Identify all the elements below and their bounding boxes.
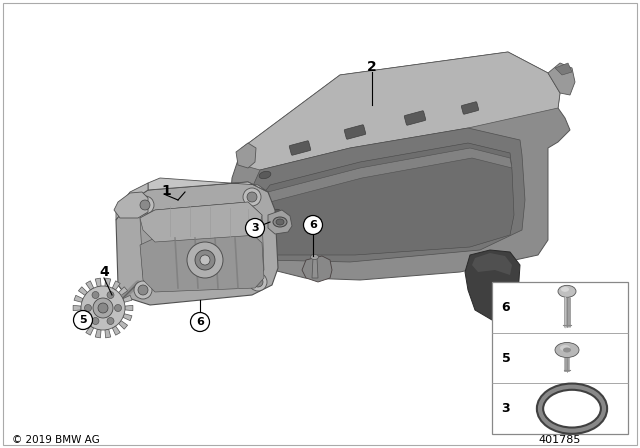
Polygon shape: [228, 52, 570, 280]
Circle shape: [93, 298, 113, 318]
Ellipse shape: [269, 209, 281, 217]
Text: 401785: 401785: [539, 435, 581, 445]
Circle shape: [138, 285, 148, 295]
Polygon shape: [140, 202, 262, 242]
Circle shape: [74, 310, 93, 329]
Ellipse shape: [273, 217, 287, 227]
Polygon shape: [105, 278, 111, 287]
Bar: [492, 282, 628, 434]
FancyBboxPatch shape: [344, 125, 365, 139]
Polygon shape: [73, 306, 81, 310]
Circle shape: [187, 242, 223, 278]
Polygon shape: [86, 281, 93, 290]
Circle shape: [140, 200, 150, 210]
Polygon shape: [112, 326, 120, 335]
Polygon shape: [472, 253, 512, 275]
Polygon shape: [79, 321, 88, 329]
Polygon shape: [123, 314, 132, 321]
Circle shape: [92, 318, 99, 324]
Text: 3: 3: [502, 402, 510, 415]
Text: 4: 4: [99, 265, 109, 279]
Circle shape: [249, 273, 267, 291]
Polygon shape: [555, 63, 572, 75]
Polygon shape: [465, 250, 520, 320]
Polygon shape: [114, 192, 148, 218]
Polygon shape: [236, 143, 256, 168]
Polygon shape: [268, 210, 292, 234]
Ellipse shape: [259, 171, 271, 179]
Polygon shape: [268, 148, 512, 202]
Polygon shape: [118, 321, 127, 329]
Polygon shape: [116, 183, 148, 220]
Polygon shape: [74, 295, 83, 302]
Circle shape: [107, 318, 114, 324]
Circle shape: [253, 277, 263, 287]
Polygon shape: [79, 287, 88, 295]
Circle shape: [107, 292, 114, 298]
Polygon shape: [548, 63, 575, 95]
Text: 6: 6: [502, 301, 510, 314]
Text: 2: 2: [367, 60, 377, 74]
Polygon shape: [140, 230, 264, 292]
Ellipse shape: [563, 348, 571, 353]
FancyBboxPatch shape: [461, 102, 479, 114]
Circle shape: [81, 286, 125, 330]
Polygon shape: [123, 295, 132, 302]
FancyBboxPatch shape: [289, 141, 311, 155]
Polygon shape: [118, 287, 127, 295]
Polygon shape: [250, 128, 525, 262]
Polygon shape: [95, 329, 101, 338]
Polygon shape: [116, 182, 278, 305]
Circle shape: [134, 281, 152, 299]
Text: 5: 5: [79, 315, 87, 325]
Ellipse shape: [560, 345, 570, 351]
Polygon shape: [112, 281, 120, 290]
Circle shape: [98, 303, 108, 313]
Circle shape: [303, 215, 323, 234]
Polygon shape: [74, 314, 83, 321]
Ellipse shape: [561, 287, 569, 292]
Circle shape: [92, 292, 99, 298]
Circle shape: [136, 196, 154, 214]
Circle shape: [243, 188, 261, 206]
Text: 6: 6: [309, 220, 317, 230]
Polygon shape: [86, 326, 93, 335]
Ellipse shape: [276, 219, 284, 225]
Circle shape: [195, 250, 215, 270]
Polygon shape: [140, 202, 264, 288]
Ellipse shape: [555, 343, 579, 358]
Text: 6: 6: [196, 317, 204, 327]
FancyBboxPatch shape: [404, 111, 426, 125]
Text: 1: 1: [161, 184, 171, 198]
Circle shape: [200, 255, 210, 265]
Polygon shape: [242, 52, 560, 170]
Polygon shape: [302, 256, 332, 282]
Ellipse shape: [310, 254, 319, 259]
Polygon shape: [312, 258, 318, 278]
Circle shape: [115, 305, 122, 311]
Polygon shape: [260, 143, 514, 255]
Polygon shape: [125, 306, 133, 310]
Circle shape: [247, 192, 257, 202]
Circle shape: [246, 219, 264, 237]
Text: 3: 3: [251, 223, 259, 233]
Text: 5: 5: [502, 352, 510, 365]
Text: © 2019 BMW AG: © 2019 BMW AG: [12, 435, 100, 445]
Ellipse shape: [558, 285, 576, 297]
Polygon shape: [148, 178, 268, 192]
Polygon shape: [105, 329, 111, 338]
Polygon shape: [95, 278, 101, 287]
Circle shape: [191, 313, 209, 332]
Circle shape: [84, 305, 92, 311]
